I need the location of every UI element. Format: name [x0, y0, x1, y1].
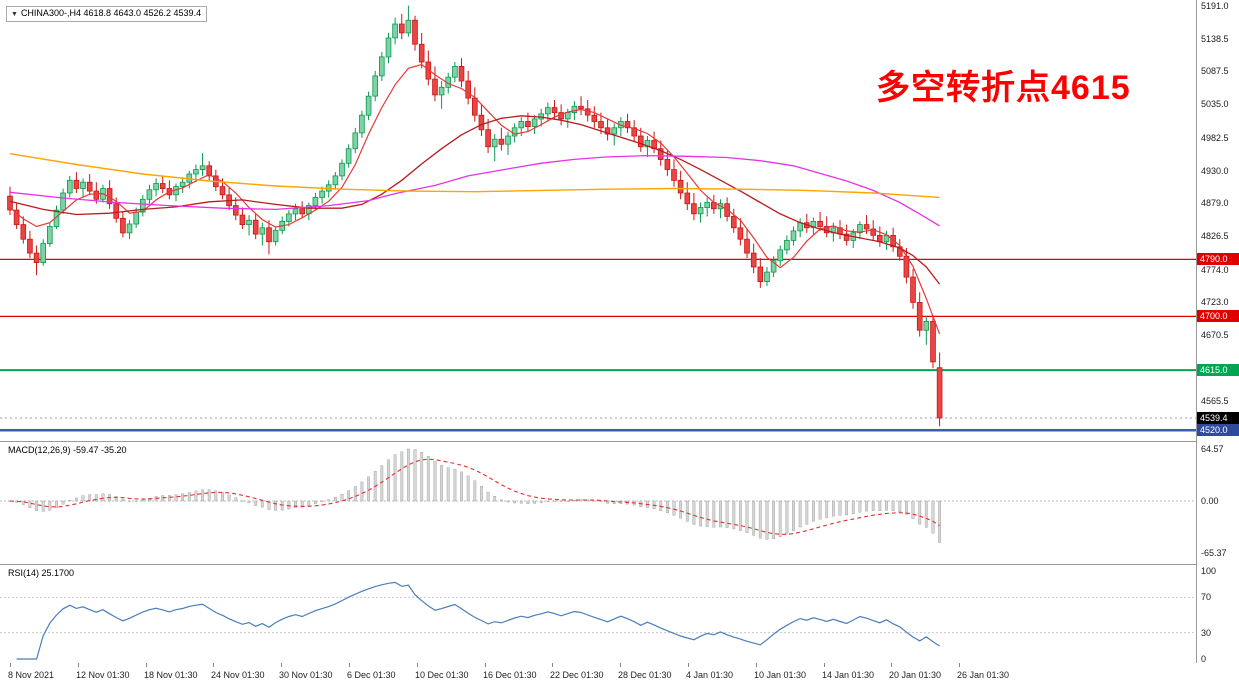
rsi-tick-label: 70	[1201, 592, 1212, 602]
macd-tick-label: -65.37	[1201, 548, 1227, 558]
price-badge: 4539.4	[1197, 412, 1239, 424]
price-tick-label: 5138.5	[1201, 34, 1229, 44]
symbol-ohlc-text: CHINA300-,H4 4618.8 4643.0 4526.2 4539.4	[20, 8, 202, 18]
macd-label: MACD(12,26,9) -59.47 -35.20	[8, 445, 127, 455]
time-label: 22 Dec 01:30	[550, 670, 604, 680]
time-label: 10 Jan 01:30	[754, 670, 807, 680]
time-tick-mark	[146, 663, 147, 667]
time-tick-mark	[213, 663, 214, 667]
time-tick-mark	[78, 663, 79, 667]
time-tick-mark	[281, 663, 282, 667]
rsi-tick-label: 0	[1201, 654, 1207, 664]
time-tick-mark	[417, 663, 418, 667]
time-label: 28 Dec 01:30	[618, 670, 672, 680]
price-badge: 4615.0	[1197, 364, 1239, 376]
price-axis[interactable]: 5191.0 5138.5 5087.5 5035.0 4982.5 4930.0 4879…	[1197, 0, 1239, 664]
candles	[7, 5, 943, 427]
macd-tick-label: 0.00	[1201, 496, 1219, 506]
annotation-text: 多空转折点4615	[876, 69, 1131, 107]
time-label: 24 Nov 01:30	[211, 670, 265, 680]
time-label: 10 Dec 01:30	[415, 670, 469, 680]
time-tick-mark	[688, 663, 689, 667]
ma-red-slow	[9, 115, 941, 285]
time-label: 4 Jan 01:30	[686, 670, 734, 680]
price-tick-label: 5191.0	[1201, 1, 1229, 11]
price-chart[interactable]	[0, 0, 1197, 441]
time-tick-mark	[756, 663, 757, 667]
rsi-line	[16, 581, 940, 660]
time-tick-mark	[485, 663, 486, 667]
price-tick-label: 4879.0	[1201, 198, 1229, 208]
price-tick-label: 4982.5	[1201, 133, 1229, 143]
time-label: 14 Jan 01:30	[822, 670, 875, 680]
price-tick-label: 4723.0	[1201, 297, 1229, 307]
price-tick-label: 4826.5	[1201, 231, 1229, 241]
price-badge: 4790.0	[1197, 253, 1239, 265]
panel-separator	[0, 564, 1239, 565]
time-tick-mark	[620, 663, 621, 667]
price-tick-label: 4565.5	[1201, 396, 1229, 406]
time-tick-mark	[891, 663, 892, 667]
price-badge: 4700.0	[1197, 310, 1239, 322]
time-label: 18 Nov 01:30	[144, 670, 198, 680]
symbol-marker-icon: ▼	[11, 11, 18, 18]
time-tick-mark	[959, 663, 960, 667]
time-tick-mark	[10, 663, 11, 667]
time-tick-mark	[349, 663, 350, 667]
price-tick-label: 4670.5	[1201, 330, 1229, 340]
price-tick-label: 4774.0	[1201, 265, 1229, 275]
rsi-chart[interactable]	[0, 565, 1197, 662]
axis-separator	[1196, 0, 1197, 663]
panel-separator	[0, 441, 1239, 442]
price-badge: 4520.0	[1197, 424, 1239, 436]
macd-chart[interactable]	[0, 442, 1197, 563]
time-axis[interactable]: 8 Nov 2021 12 Nov 01:30 18 Nov 01:30 24 Nov…	[0, 663, 1239, 696]
price-tick-label: 4930.0	[1201, 166, 1229, 176]
time-label: 20 Jan 01:30	[889, 670, 942, 680]
time-tick-mark	[552, 663, 553, 667]
time-label: 16 Dec 01:30	[483, 670, 537, 680]
rsi-label: RSI(14) 25.1700	[8, 568, 75, 578]
symbol-ohlc-label: ▼ CHINA300-,H4 4618.8 4643.0 4526.2 4539.…	[6, 6, 208, 22]
price-tick-label: 5087.5	[1201, 66, 1229, 76]
ma-orange	[9, 153, 940, 199]
macd-tick-label: 64.57	[1201, 444, 1224, 454]
ma-red-fast	[9, 63, 941, 335]
rsi-tick-label: 30	[1201, 628, 1212, 638]
time-label: 6 Dec 01:30	[347, 670, 396, 680]
rsi-tick-label: 100	[1201, 566, 1217, 576]
price-tick-label: 5035.0	[1201, 99, 1229, 109]
ma-magenta	[9, 154, 940, 227]
time-label: 12 Nov 01:30	[76, 670, 130, 680]
macd-signal-line	[9, 458, 940, 535]
macd-histogram	[8, 448, 942, 543]
time-label: 8 Nov 2021	[8, 670, 55, 680]
time-label: 30 Nov 01:30	[279, 670, 333, 680]
time-label: 26 Jan 01:30	[957, 670, 1010, 680]
time-tick-mark	[824, 663, 825, 667]
